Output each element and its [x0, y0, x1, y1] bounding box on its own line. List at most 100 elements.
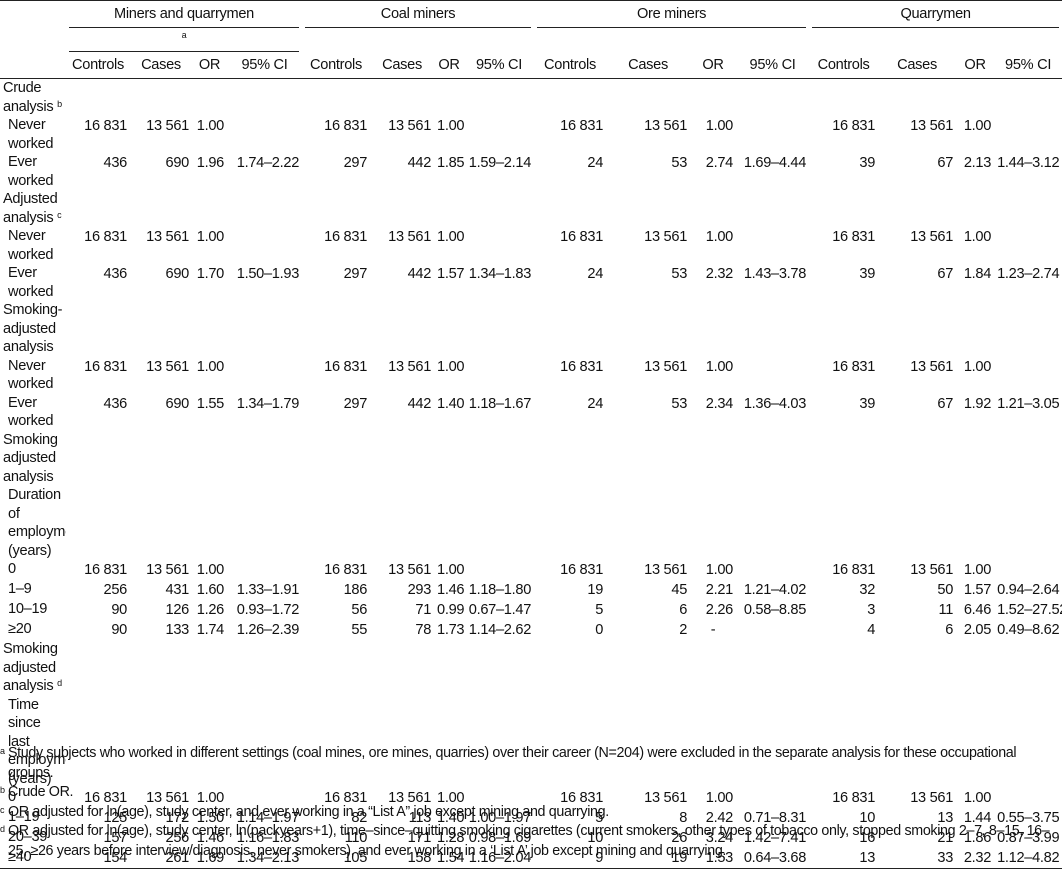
- empty-cell: [370, 431, 434, 487]
- empty-cell: [809, 301, 878, 357]
- sub-header-cell: 95% CI: [464, 52, 535, 79]
- empty-cell: [878, 301, 956, 357]
- or-cell: 1.40: [437, 810, 465, 826]
- cases-cell: 256: [165, 830, 190, 846]
- ci-cell: [736, 357, 809, 394]
- section-title-text: Smoking adjusted analysis: [3, 641, 58, 694]
- sub-header-cell: 95% CI: [227, 52, 303, 79]
- sub-header-cell: Controls: [809, 52, 879, 79]
- sub-header-cell: Controls: [302, 52, 371, 79]
- or-cell: 2.05: [963, 622, 992, 638]
- empty-cell: [66, 301, 130, 357]
- empty-cell: [66, 486, 130, 560]
- cases-cell: 690: [165, 266, 190, 282]
- ci-cell: 1.33–1.91: [236, 582, 300, 598]
- empty-cell: [994, 486, 1062, 560]
- controls-cell: 16 831: [560, 229, 604, 245]
- empty-cell: [192, 431, 227, 487]
- cases-cell: 293: [407, 582, 432, 598]
- or-cell: 1.00: [196, 562, 225, 578]
- or-cell: 2.34: [705, 395, 734, 412]
- footnote-mark: d: [0, 824, 5, 835]
- or-cell: 1.00: [196, 118, 225, 134]
- ci-cell: 1.16–1.83: [236, 830, 300, 846]
- section-title: Smoking-adjusted analysis: [0, 301, 66, 357]
- footnote-text: Crude OR.: [8, 784, 74, 801]
- or-cell: 1.00: [963, 790, 992, 806]
- footnote: a Study subjects who worked in different …: [0, 744, 1060, 783]
- row-label: Ever worked: [8, 154, 54, 189]
- cases-cell: 13 561: [146, 790, 189, 806]
- controls-cell: 24: [587, 395, 604, 412]
- ci-cell: 1.21–3.05: [997, 395, 1060, 412]
- table-row: 0 16 831 13 561 1.00 16 831 13 561 1.00 16 831 1…: [0, 560, 1062, 580]
- ci-cell: 1.52–27.52: [997, 602, 1062, 618]
- section-title-row: Crude analysis b: [0, 79, 1062, 117]
- or-cell: -: [710, 622, 716, 638]
- row-label: 1–9: [8, 581, 32, 597]
- ci-cell: 1.18–1.67: [468, 395, 532, 412]
- cases-cell: 13 561: [644, 358, 688, 375]
- or-cell: 2.21: [705, 582, 734, 598]
- empty-cell: [370, 79, 434, 117]
- ci-cell: [227, 116, 302, 153]
- footnote-mark: c: [0, 804, 5, 815]
- controls-cell: 16 831: [832, 562, 876, 578]
- controls-cell: 297: [343, 395, 368, 412]
- or-cell: 1.00: [437, 229, 465, 245]
- empty-cell: [434, 486, 464, 560]
- empty-cell: [464, 640, 534, 696]
- empty-cell: [227, 190, 302, 227]
- ci-cell: [994, 560, 1062, 580]
- footnote: c OR adjusted for ln(age), study center, …: [0, 803, 1060, 823]
- or-cell: 1.00: [963, 358, 992, 375]
- or-cell: 1.00: [437, 562, 465, 578]
- group-header-row: Miners and quarrymen a Coal miners Ore m…: [0, 0, 1062, 52]
- ci-cell: [227, 227, 302, 264]
- table-row: Ever worked 436 690 1.96 1.74–2.22 297 442 1.85…: [0, 153, 1062, 190]
- ci-cell: 1.50–1.93: [236, 266, 300, 282]
- cases-cell: 21: [937, 830, 954, 846]
- or-cell: 2.13: [963, 155, 992, 171]
- controls-cell: 256: [103, 582, 128, 598]
- empty-cell: [130, 190, 192, 227]
- row-label: Ever worked: [8, 394, 54, 430]
- empty-cell: [606, 301, 690, 357]
- controls-cell: 24: [587, 155, 604, 171]
- controls-cell: 10: [587, 830, 604, 846]
- cases-cell: 13 561: [146, 229, 189, 245]
- or-cell: 1.00: [963, 229, 992, 245]
- cases-cell: 13 561: [644, 229, 688, 245]
- controls-cell: 16 831: [560, 790, 604, 806]
- ci-cell: [227, 357, 302, 394]
- table-row: ≥20 90 133 1.74 1.26–2.39 55 78 1.73 1.14–2.62 0 2…: [0, 620, 1062, 640]
- empty-cell: [534, 431, 606, 487]
- cases-cell: 45: [671, 582, 688, 598]
- cases-cell: 26: [671, 830, 688, 846]
- controls-cell: 24: [587, 266, 604, 282]
- empty-cell: [370, 301, 434, 357]
- or-cell: 1.50: [196, 810, 225, 826]
- cases-cell: 50: [937, 582, 954, 598]
- empty-cell: [994, 640, 1062, 696]
- or-cell: 1.69: [192, 848, 227, 869]
- controls-cell: 16 831: [832, 118, 876, 134]
- cases-cell: 13 561: [388, 358, 432, 375]
- ci-cell: 0.58–8.85: [743, 602, 807, 618]
- ci-cell: 0.67–1.47: [468, 602, 532, 618]
- section-subtitle-row: Duration of employment (years): [0, 486, 1062, 560]
- section-subtitle-row: Time since last employment (years): [0, 696, 1062, 789]
- row-label: ≥20: [8, 621, 32, 637]
- cases-cell: 13 561: [644, 790, 688, 806]
- row-label: Never worked: [8, 228, 54, 263]
- section-title-row: Adjusted analysis c: [0, 190, 1062, 227]
- ci-cell: 1.42–7.41: [743, 830, 807, 846]
- or-cell: 1.26: [196, 602, 225, 618]
- empty-cell: [302, 190, 370, 227]
- empty-cell: [994, 190, 1062, 227]
- controls-cell: 16 831: [84, 118, 127, 134]
- controls-cell: 16 831: [324, 118, 368, 134]
- table-row: Ever worked 436 690 1.55 1.34–1.79 297 442 1.40…: [0, 394, 1062, 431]
- cases-cell: 13 561: [146, 118, 189, 134]
- table-row: 20–39 157 256 1.46 1.16–1.83 110 171 1.28 0.98–1…: [0, 828, 1062, 848]
